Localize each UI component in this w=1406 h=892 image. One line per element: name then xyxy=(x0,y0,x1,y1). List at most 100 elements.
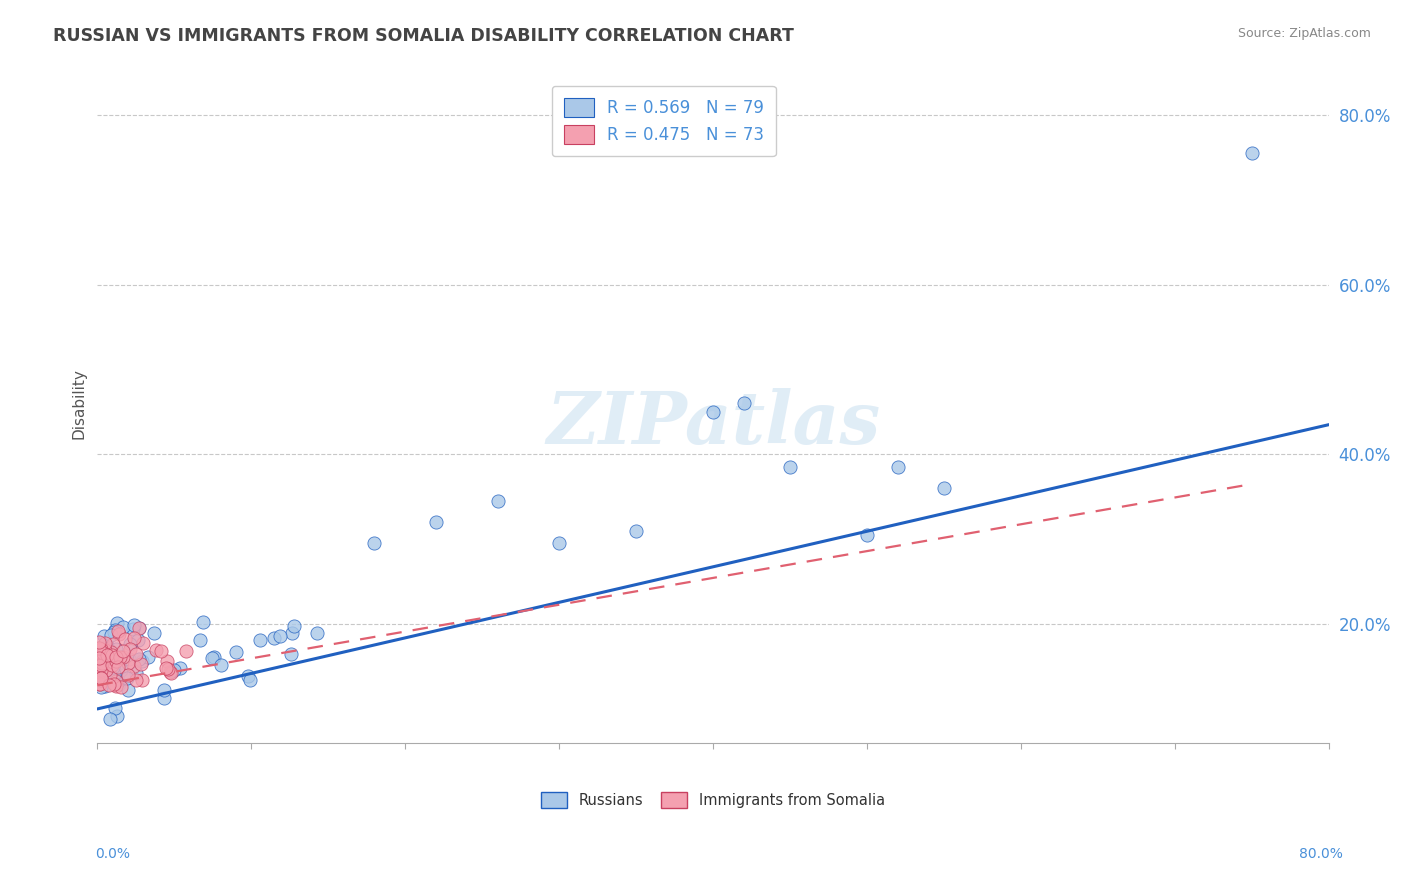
Point xyxy=(104,623,127,637)
Point xyxy=(108,656,131,670)
Point xyxy=(117,667,139,681)
Point xyxy=(105,642,128,657)
Point xyxy=(87,647,110,661)
Point xyxy=(142,626,165,640)
Point xyxy=(90,671,112,685)
Point xyxy=(100,628,122,642)
Point xyxy=(98,648,121,662)
Point xyxy=(93,629,115,643)
Point xyxy=(118,637,141,651)
Point xyxy=(145,642,167,657)
Point xyxy=(91,644,114,658)
Point xyxy=(96,641,118,656)
Point xyxy=(89,651,111,665)
Point xyxy=(94,660,117,674)
Point xyxy=(153,682,176,697)
Point xyxy=(125,666,148,681)
Point xyxy=(111,649,134,664)
Point xyxy=(169,661,191,675)
Point xyxy=(131,657,153,671)
Point xyxy=(103,677,125,691)
Point xyxy=(91,657,114,672)
Y-axis label: Disability: Disability xyxy=(72,368,86,439)
Point xyxy=(120,641,142,656)
Point xyxy=(87,653,110,667)
Point xyxy=(486,494,509,508)
Point xyxy=(159,665,181,679)
Point xyxy=(131,654,153,668)
Point xyxy=(103,624,125,639)
Point xyxy=(114,632,136,646)
Point xyxy=(90,658,112,673)
Point xyxy=(90,663,112,677)
Point xyxy=(87,640,110,655)
Point xyxy=(117,657,139,671)
Point xyxy=(90,671,112,685)
Point xyxy=(87,667,110,681)
Point xyxy=(305,626,328,640)
Point xyxy=(111,620,134,634)
Point xyxy=(87,676,110,690)
Text: RUSSIAN VS IMMIGRANTS FROM SOMALIA DISABILITY CORRELATION CHART: RUSSIAN VS IMMIGRANTS FROM SOMALIA DISAB… xyxy=(53,27,794,45)
Point xyxy=(174,644,197,658)
Text: Source: ZipAtlas.com: Source: ZipAtlas.com xyxy=(1237,27,1371,40)
Point xyxy=(263,632,285,646)
Point xyxy=(104,679,127,693)
Point xyxy=(107,660,129,674)
Point xyxy=(93,679,115,693)
Point xyxy=(149,644,172,658)
Point xyxy=(87,662,110,676)
Point xyxy=(100,663,122,677)
Point xyxy=(89,676,111,690)
Point xyxy=(104,649,127,664)
Point xyxy=(779,460,801,475)
Point xyxy=(425,515,447,529)
Point xyxy=(128,652,150,666)
Point xyxy=(94,663,117,677)
Point xyxy=(97,656,120,670)
Point xyxy=(239,673,262,687)
Point xyxy=(363,536,385,550)
Point xyxy=(90,680,112,694)
Point xyxy=(156,653,179,667)
Point xyxy=(115,671,138,685)
Point xyxy=(122,631,145,645)
Point xyxy=(122,622,145,636)
Point xyxy=(87,648,110,662)
Point xyxy=(163,663,186,677)
Point xyxy=(110,650,132,665)
Point xyxy=(153,690,176,705)
Point xyxy=(94,650,117,665)
Point xyxy=(118,651,141,665)
Point xyxy=(103,665,125,680)
Point xyxy=(91,646,114,660)
Point xyxy=(103,657,125,672)
Point xyxy=(280,647,302,661)
Point xyxy=(98,655,121,669)
Point xyxy=(281,626,304,640)
Point xyxy=(127,633,149,648)
Point xyxy=(105,709,128,723)
Point xyxy=(101,637,124,651)
Text: 80.0%: 80.0% xyxy=(1299,847,1343,861)
Point xyxy=(132,636,155,650)
Point xyxy=(160,664,183,678)
Point xyxy=(128,621,150,635)
Point xyxy=(100,648,122,663)
Point xyxy=(98,646,121,660)
Point xyxy=(98,667,121,681)
Point xyxy=(160,665,183,680)
Point xyxy=(97,678,120,692)
Point xyxy=(101,655,124,669)
Point xyxy=(98,657,121,672)
Point xyxy=(100,645,122,659)
Point xyxy=(136,649,159,664)
Point xyxy=(87,672,110,686)
Point xyxy=(157,662,180,676)
Point xyxy=(101,657,124,672)
Point xyxy=(702,405,724,419)
Text: 0.0%: 0.0% xyxy=(96,847,131,861)
Point xyxy=(107,624,129,638)
Point xyxy=(94,635,117,649)
Point xyxy=(1240,146,1263,161)
